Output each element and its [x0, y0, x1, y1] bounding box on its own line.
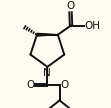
Polygon shape — [37, 33, 58, 36]
Text: OH: OH — [85, 21, 101, 31]
Text: O: O — [26, 80, 34, 90]
Text: O: O — [66, 1, 75, 11]
Text: O: O — [60, 80, 69, 90]
Text: N: N — [44, 68, 51, 78]
